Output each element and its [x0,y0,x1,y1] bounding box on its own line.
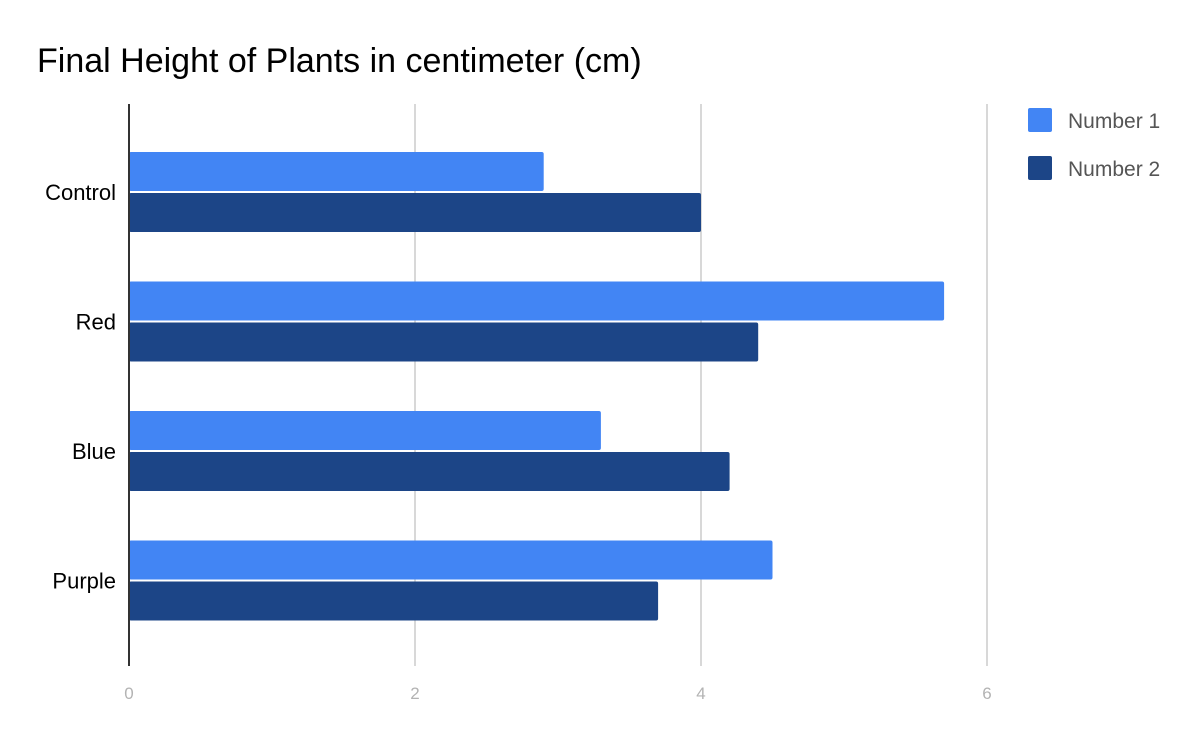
category-label: Blue [72,439,116,464]
bar-blue-series-2 [129,452,730,491]
bar-control-series-1 [129,152,544,191]
legend: Number 1 Number 2 [1028,108,1160,181]
bar-blue-series-1 [129,411,601,450]
category-label: Red [76,310,116,335]
category-labels: Control Red Blue Purple [45,180,116,594]
legend-swatch-series-1 [1028,108,1052,132]
legend-label: Number 2 [1068,158,1160,181]
tick-labels: 0 2 4 6 [124,684,991,703]
tick-label: 4 [696,684,705,703]
bar-red-series-1 [129,281,945,321]
tick-label: 0 [124,684,133,703]
category-label: Control [45,180,116,205]
bar-purple-series-2 [129,581,659,621]
bars [129,152,945,621]
chart-title: Final Height of Plants in centimeter (cm… [37,42,642,80]
tick-label: 2 [410,684,419,703]
legend-swatch-series-2 [1028,156,1052,180]
legend-label: Number 1 [1068,110,1160,133]
bar-red-series-2 [129,322,759,362]
bar-purple-series-1 [129,540,773,580]
tick-label: 6 [982,684,991,703]
category-label: Purple [52,569,116,594]
bar-control-series-2 [129,193,701,232]
